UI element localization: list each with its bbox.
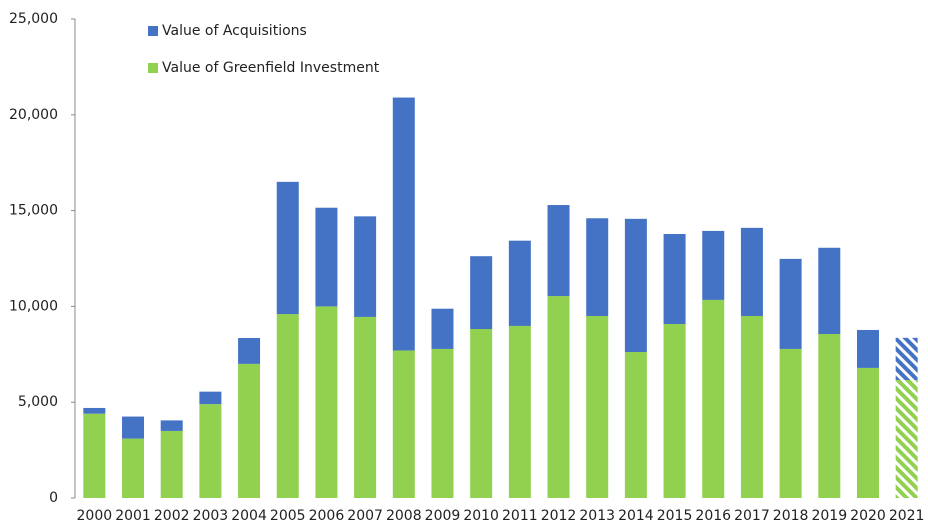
legend-label: Value of Acquisitions bbox=[162, 23, 307, 39]
bar-segment bbox=[431, 308, 454, 349]
bar-segment bbox=[508, 240, 531, 326]
x-tick-label: 2016 bbox=[695, 508, 731, 524]
y-tick-label: 25,000 bbox=[9, 11, 58, 27]
bar-segment bbox=[470, 256, 493, 330]
x-tick-label: 2014 bbox=[618, 508, 654, 524]
x-tick-label: 2012 bbox=[541, 508, 577, 524]
bar-segment bbox=[470, 329, 493, 498]
x-tick-label: 2019 bbox=[811, 508, 847, 524]
bar-segment bbox=[740, 227, 763, 316]
x-tick-label: 2021 bbox=[889, 508, 925, 524]
bar-segment bbox=[586, 315, 609, 498]
x-tick-label: 2000 bbox=[77, 508, 113, 524]
bar-segment bbox=[315, 306, 338, 498]
bar-segment bbox=[238, 363, 261, 498]
x-tick-label: 2005 bbox=[270, 508, 306, 524]
x-tick-label: 2015 bbox=[657, 508, 693, 524]
x-tick-label: 2018 bbox=[773, 508, 809, 524]
bar-segment bbox=[431, 348, 454, 498]
bar-segment bbox=[392, 350, 415, 498]
x-tick-label: 2009 bbox=[425, 508, 461, 524]
bar-segment bbox=[199, 391, 222, 405]
bar-segment bbox=[856, 329, 879, 368]
x-tick-label: 2010 bbox=[463, 508, 499, 524]
bar-segment bbox=[818, 247, 841, 334]
x-tick-label: 2001 bbox=[115, 508, 151, 524]
bar-segment bbox=[354, 316, 377, 498]
bar-segment bbox=[83, 413, 106, 498]
x-tick-label: 2007 bbox=[347, 508, 383, 524]
legend-label: Value of Greenfield Investment bbox=[162, 60, 380, 76]
bar-segment bbox=[238, 338, 261, 364]
bar-segment bbox=[779, 348, 802, 498]
y-tick-label: 10,000 bbox=[9, 298, 58, 314]
bar-segment bbox=[276, 314, 299, 498]
bar-segment bbox=[779, 258, 802, 349]
y-tick-label: 20,000 bbox=[9, 107, 58, 123]
x-tick-label: 2017 bbox=[734, 508, 770, 524]
x-tick-label: 2002 bbox=[154, 508, 190, 524]
x-tick-label: 2011 bbox=[502, 508, 538, 524]
bar-segment bbox=[702, 299, 725, 498]
bar-segment bbox=[160, 420, 183, 431]
bar-segment bbox=[122, 438, 145, 498]
bar-segment bbox=[547, 205, 570, 297]
bar-segment bbox=[856, 367, 879, 498]
bar-segment bbox=[199, 404, 222, 498]
x-tick-label: 2020 bbox=[850, 508, 886, 524]
bar-segment bbox=[508, 325, 531, 498]
x-tick-label: 2013 bbox=[579, 508, 615, 524]
x-tick-label: 2003 bbox=[193, 508, 229, 524]
y-tick-label: 5,000 bbox=[18, 394, 58, 410]
bar-segment bbox=[547, 296, 570, 498]
bar-segment bbox=[663, 324, 686, 498]
bar-segment bbox=[586, 218, 609, 316]
bar-segment bbox=[83, 407, 106, 414]
x-tick-label: 2004 bbox=[231, 508, 267, 524]
bar-segment bbox=[818, 333, 841, 498]
x-tick-label: 2008 bbox=[386, 508, 422, 524]
legend-swatch bbox=[148, 26, 158, 36]
bar-segment bbox=[276, 181, 299, 315]
bar-segment bbox=[315, 207, 338, 307]
bar-segment bbox=[702, 230, 725, 300]
bar-segment bbox=[122, 416, 145, 439]
bar-segment bbox=[740, 315, 763, 498]
bar-segment bbox=[392, 97, 415, 351]
bar-segment bbox=[663, 233, 686, 325]
y-tick-label: 15,000 bbox=[9, 203, 58, 219]
legend-swatch bbox=[148, 63, 158, 73]
bar-segment bbox=[160, 430, 183, 498]
bar-segment bbox=[895, 379, 918, 498]
bar-segment bbox=[624, 218, 647, 353]
y-tick-label: 0 bbox=[49, 490, 58, 506]
bar-segment bbox=[895, 337, 918, 380]
bar-segment bbox=[624, 352, 647, 498]
bar-segment bbox=[354, 216, 377, 317]
x-tick-label: 2006 bbox=[309, 508, 345, 524]
